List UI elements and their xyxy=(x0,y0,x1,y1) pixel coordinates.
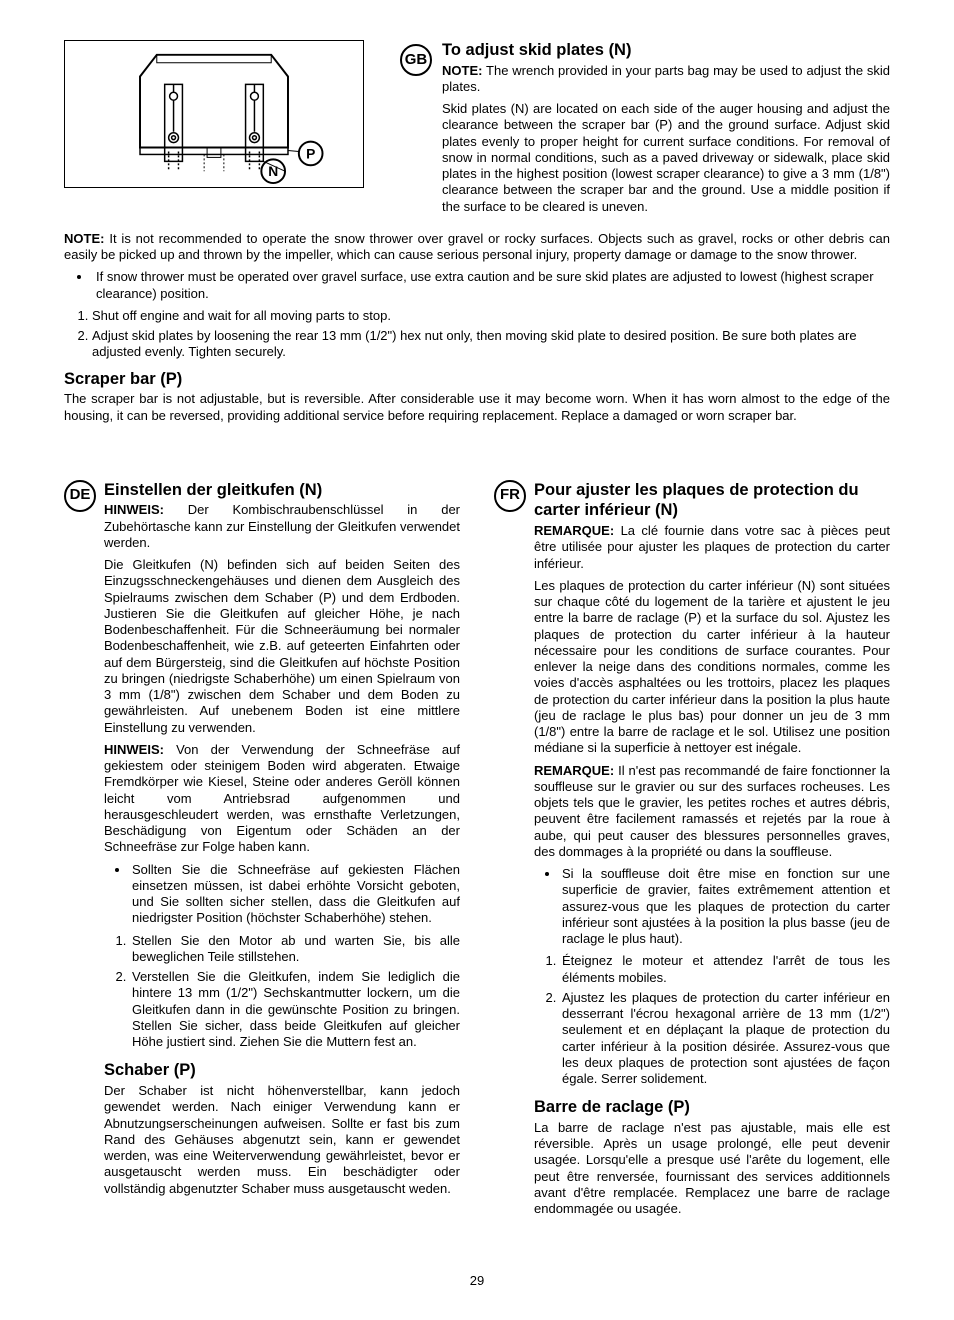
fr-steps: Éteignez le moteur et attendez l'arrêt d… xyxy=(534,953,890,1087)
figure-label-p: P xyxy=(306,145,315,161)
gb-step1: Shut off engine and wait for all moving … xyxy=(92,308,890,324)
fr-badge: FR xyxy=(494,480,526,512)
de-p2: Der Schaber ist nicht höhenverstellbar, … xyxy=(104,1083,460,1197)
de-step2: Verstellen Sie die Gleitkufen, indem Sie… xyxy=(130,969,460,1050)
de-note1: HINWEIS: Der Kombischraubenschlüssel in … xyxy=(104,502,460,551)
fr-step1: Éteignez le moteur et attendez l'arrêt d… xyxy=(560,953,890,986)
fr-heading-barre: Barre de raclage (P) xyxy=(534,1097,890,1118)
gb-p2: The scraper bar is not adjustable, but i… xyxy=(64,391,890,424)
fr-bullet-list: Si la souffleuse doit être mise en fonct… xyxy=(534,866,890,947)
fr-heading-plaques: Pour ajuster les plaques de protection d… xyxy=(534,480,890,521)
fr-note2: REMARQUE: Il n'est pas recommandé de fai… xyxy=(534,763,890,861)
fr-p2: La barre de raclage n'est pas ajustable,… xyxy=(534,1120,890,1218)
fr-column: FR Pour ajuster les plaques de protectio… xyxy=(494,480,890,1224)
gb-heading-skid-plates: To adjust skid plates (N) xyxy=(442,40,890,61)
de-bullet-list: Sollten Sie die Schneefräse auf gekieste… xyxy=(104,862,460,927)
de-note2: HINWEIS: Von der Verwendung der Schneefr… xyxy=(104,742,460,856)
de-column: DE Einstellen der gleitkufen (N) HINWEIS… xyxy=(64,480,460,1224)
gb-note1: NOTE: The wrench provided in your parts … xyxy=(442,63,890,96)
de-steps: Stellen Sie den Motor ab und warten Sie,… xyxy=(104,933,460,1051)
de-p1: Die Gleitkufen (N) befinden sich auf bei… xyxy=(104,557,460,736)
gb-note2: NOTE: It is not recommended to operate t… xyxy=(64,231,890,264)
gb-badge: GB xyxy=(400,44,432,76)
figure-diagram: N P xyxy=(64,40,384,221)
fr-bullet: Si la souffleuse doit être mise en fonct… xyxy=(560,866,890,947)
fr-note1: REMARQUE: La clé fournie dans votre sac … xyxy=(534,523,890,572)
top-row: N P GB To adjust skid plates (N) NOTE: T… xyxy=(64,40,890,221)
de-bullet: Sollten Sie die Schneefräse auf gekieste… xyxy=(130,862,460,927)
fr-step2: Ajustez les plaques de protection du car… xyxy=(560,990,890,1088)
de-step1: Stellen Sie den Motor ab und warten Sie,… xyxy=(130,933,460,966)
gb-bullet-list: If snow thrower must be operated over gr… xyxy=(64,269,890,302)
de-heading-gleitkufen: Einstellen der gleitkufen (N) xyxy=(104,480,460,501)
language-columns: DE Einstellen der gleitkufen (N) HINWEIS… xyxy=(64,480,890,1224)
de-badge: DE xyxy=(64,480,96,512)
page-number: 29 xyxy=(64,1273,890,1289)
gb-steps: Shut off engine and wait for all moving … xyxy=(64,308,890,361)
gb-heading-scraper: Scraper bar (P) xyxy=(64,369,890,390)
de-heading-schaber: Schaber (P) xyxy=(104,1060,460,1081)
fr-p1: Les plaques de protection du carter infé… xyxy=(534,578,890,757)
gb-p1: Skid plates (N) are located on each side… xyxy=(442,101,890,215)
gb-bullet: If snow thrower must be operated over gr… xyxy=(92,269,890,302)
gb-step2: Adjust skid plates by loosening the rear… xyxy=(92,328,890,361)
